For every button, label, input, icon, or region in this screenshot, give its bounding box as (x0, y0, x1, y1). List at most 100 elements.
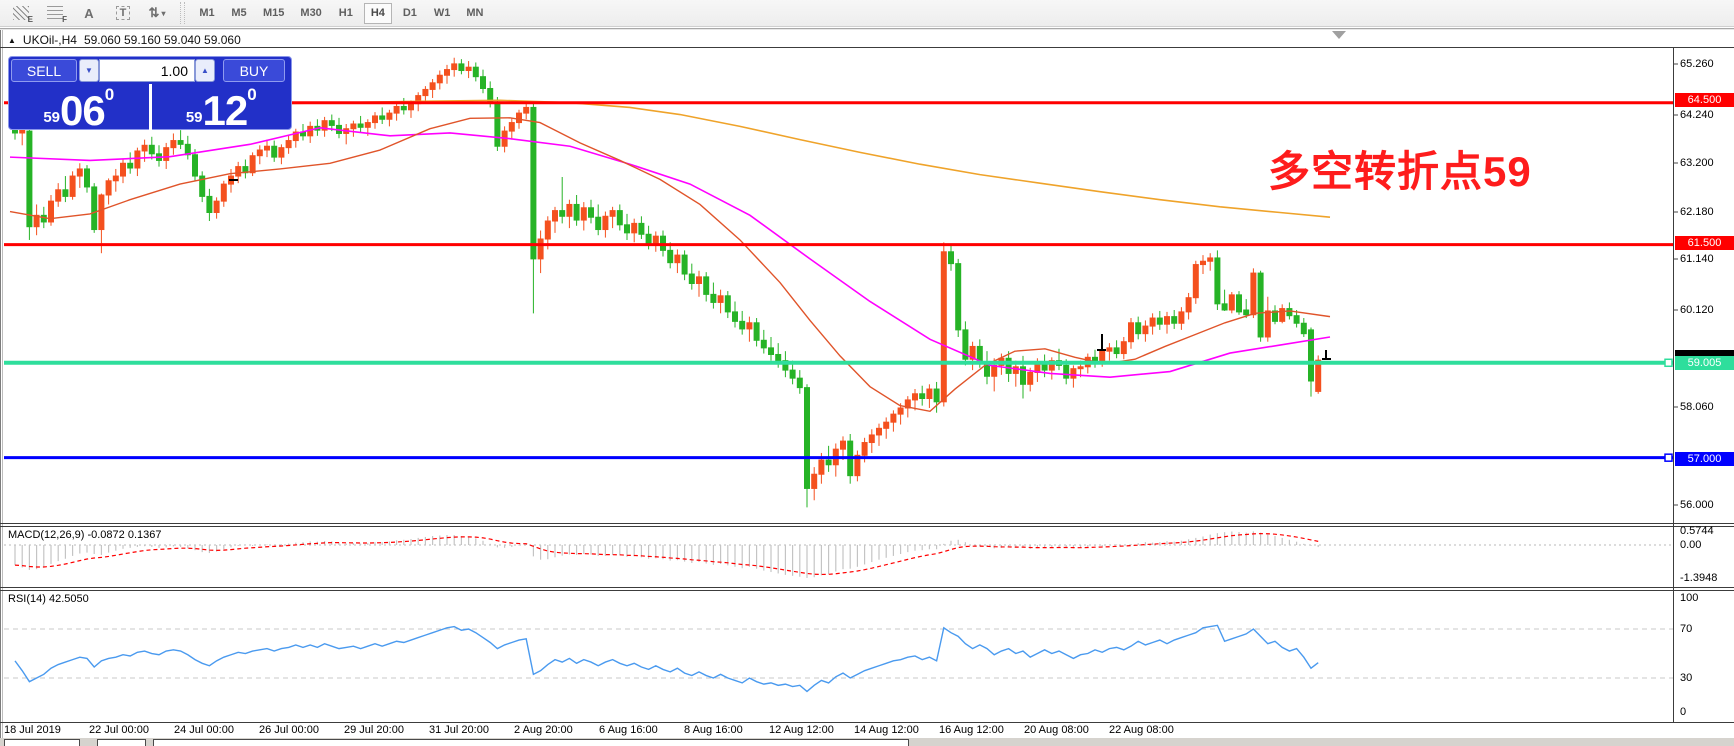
candle-body (760, 339, 767, 349)
toolbar: E F A T ⇅ ▾ M1 M5 M15 M30 H1 H4 D1 W1 MN (0, 0, 1734, 27)
minimized-windows-strip (0, 738, 1734, 746)
candle-body (840, 440, 846, 450)
pane-border-main-macd[interactable] (0, 523, 1734, 524)
candle-body (364, 122, 371, 128)
equidistant-channel-icon[interactable]: E (8, 2, 34, 24)
buy-button[interactable]: BUY (223, 59, 285, 82)
text-label-icon[interactable]: A (84, 5, 94, 21)
timeframe-button-h4[interactable]: H4 (363, 2, 392, 24)
text-box-icon[interactable]: T (110, 2, 136, 24)
axis-label: 56.000 (1680, 499, 1714, 511)
candle-body (386, 112, 393, 120)
axis-label: 0.5744 (1680, 525, 1714, 537)
candle-body (249, 155, 256, 174)
timeframe-button-d1[interactable]: D1 (402, 7, 417, 19)
axis-label: 65.260 (1680, 58, 1714, 70)
annotation-mark[interactable] (1325, 350, 1327, 359)
candle-body (328, 120, 335, 126)
candle-body (170, 140, 177, 149)
candle-body (33, 214, 40, 228)
timeframe-button-w1[interactable]: W1 (433, 7, 451, 19)
candle-body (926, 388, 933, 400)
date-label: 22 Aug 08:00 (1109, 724, 1174, 736)
ma-mid-line (9, 126, 1331, 379)
timeframe-button-m1[interactable]: M1 (199, 7, 215, 19)
candle-body (458, 63, 465, 72)
timeframe-button-m5[interactable]: M5 (231, 7, 247, 19)
date-label: 26 Jul 00:00 (259, 724, 319, 736)
axis-label: 30 (1680, 672, 1693, 684)
axis-label: 58.060 (1680, 401, 1714, 413)
annotation-mark[interactable] (1097, 349, 1106, 351)
axis-label: -1.3948 (1680, 572, 1718, 584)
timeframe-button-h1[interactable]: H1 (338, 7, 353, 19)
candle-body (1070, 368, 1077, 379)
candle-body (127, 162, 134, 169)
candle-body (1300, 322, 1307, 335)
candle-body (933, 388, 940, 403)
minimized-window[interactable] (97, 739, 146, 746)
chart-text-annotation[interactable]: 多空转折点59 (1268, 148, 1532, 195)
candle-body (1048, 360, 1055, 371)
volume-decrease-button[interactable]: ▼ (79, 59, 99, 82)
timeframe-buttons: M1 M5 M15 M30 H1 H4 D1 W1 MN (191, 2, 491, 24)
price-level-badge: 61.500 (1675, 236, 1734, 250)
collapse-icon[interactable]: ▲ (8, 35, 16, 45)
candle-body (40, 214, 47, 223)
annotation-mark[interactable] (229, 179, 238, 181)
volume-increase-button[interactable]: ▲ (195, 59, 215, 82)
candle-body (1027, 371, 1034, 385)
candle-body (674, 254, 681, 264)
minimized-window[interactable] (4, 739, 80, 746)
candle-body (969, 345, 976, 360)
minimized-window[interactable] (153, 739, 909, 746)
axis-label: 100 (1680, 592, 1699, 604)
volume-input[interactable] (99, 59, 195, 82)
candle-body (652, 235, 659, 245)
candle-body (688, 273, 695, 284)
candle-body (235, 166, 242, 177)
pane-border-macd-rsi[interactable] (0, 587, 1734, 588)
fibonacci-icon[interactable]: F (42, 2, 68, 24)
date-label: 8 Aug 16:00 (684, 724, 743, 736)
axis-label: 60.120 (1680, 304, 1714, 316)
timeframe-button-m30[interactable]: M30 (300, 7, 322, 19)
price-axis-separator (1673, 47, 1674, 722)
timeframe-button-mn[interactable]: MN (466, 7, 484, 19)
annotation-mark[interactable] (1101, 334, 1103, 351)
sell-price-display[interactable]: 59 06 0 (9, 84, 152, 131)
candle-body (1171, 316, 1178, 324)
candle-body (264, 145, 270, 151)
candle-body (120, 162, 126, 177)
candle-body (530, 106, 537, 260)
candle-body (782, 360, 789, 371)
line-handle[interactable] (1664, 358, 1673, 368)
candle-body (1308, 329, 1314, 382)
candle-body (955, 263, 962, 331)
pane-border-top (0, 47, 1734, 48)
candle-body (256, 149, 263, 157)
scroll-to-end-marker[interactable] (1332, 31, 1346, 39)
candle-body (616, 210, 623, 226)
candle-body (624, 224, 630, 234)
arrows-icon[interactable]: ⇅ ▾ (148, 5, 166, 20)
line-handle[interactable] (1664, 453, 1673, 462)
axis-label: 70 (1680, 623, 1693, 635)
candle-body (321, 120, 328, 131)
candle-body (724, 295, 731, 313)
buy-price-display[interactable]: 59 12 0 (185, 85, 257, 134)
candle-body (552, 210, 558, 222)
sell-button[interactable]: SELL (11, 59, 77, 82)
candle-body (451, 63, 458, 71)
candle-body (1178, 311, 1185, 324)
candle-body (98, 194, 105, 231)
candle-body (1272, 310, 1278, 322)
candle-body (523, 106, 530, 114)
candle-body (602, 215, 609, 231)
timeframe-button-m15[interactable]: M15 (263, 7, 285, 19)
candle-body (429, 82, 436, 90)
candle-body (710, 293, 717, 303)
